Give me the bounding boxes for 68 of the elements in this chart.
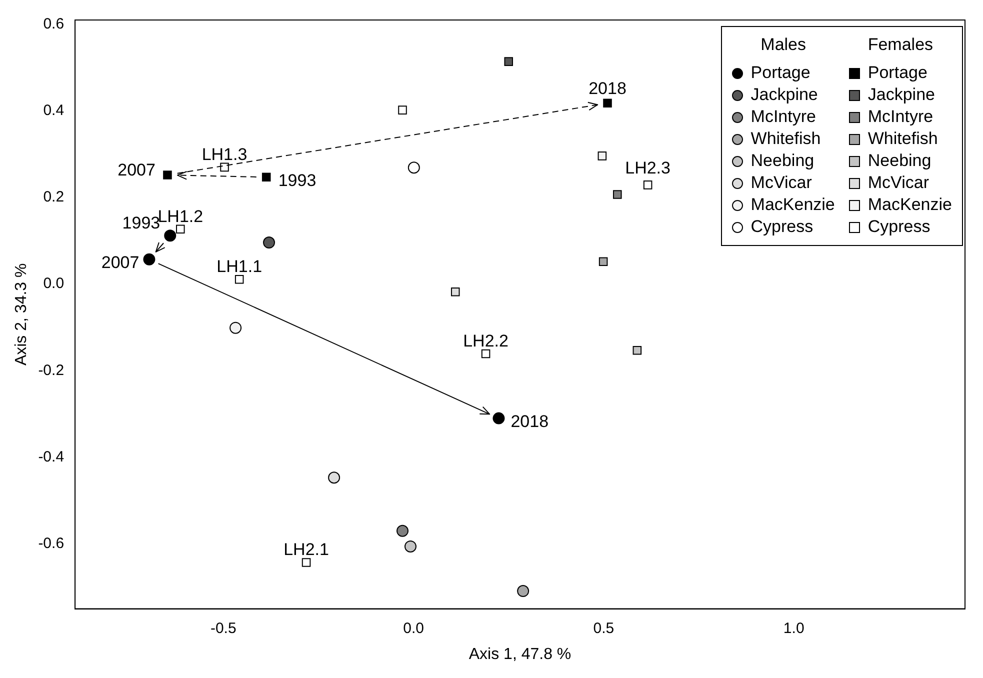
point [643, 180, 652, 190]
annotation: LH2.1 [284, 540, 329, 560]
point [396, 524, 409, 537]
legend-label: Jackpine [750, 85, 818, 105]
y-tick-label: 0.4 [43, 102, 64, 120]
point [263, 236, 276, 249]
legend-label: McVicar [868, 173, 929, 193]
x-axis-title: Axis 1, 47.8 % [468, 646, 572, 663]
legend-label: Cypress [868, 217, 930, 237]
annotation: Females [866, 35, 934, 55]
point [302, 558, 311, 567]
point [163, 170, 172, 180]
point [632, 346, 642, 355]
point [143, 253, 156, 266]
point [517, 585, 530, 598]
annotation: 2007 [118, 160, 156, 180]
legend-label: Whitefish [750, 129, 821, 149]
y-tick-label: 0.2 [43, 188, 64, 206]
point [504, 57, 514, 66]
point [328, 472, 340, 484]
point [164, 230, 176, 242]
point [492, 412, 505, 424]
annotation: LH1.1 [216, 257, 262, 276]
x-tick-label: -0.5 [210, 620, 236, 637]
legend-label: Neebing [750, 151, 814, 171]
point [398, 106, 407, 114]
annotation: LH2.2 [463, 331, 508, 350]
y-tick-label: -0.2 [38, 362, 64, 379]
y-tick-label: 0.6 [43, 15, 64, 32]
point [450, 288, 460, 296]
legend-label: Neebing [868, 151, 932, 171]
legend-label: Whitefish [868, 129, 938, 149]
annotation: LH2.3 [625, 158, 670, 178]
point [176, 224, 185, 234]
x-tick-label: 0.0 [403, 620, 424, 637]
y-tick-label: 0.0 [43, 275, 64, 292]
point [598, 152, 607, 160]
legend-label: Portage [868, 63, 928, 83]
legend-label: McIntyre [750, 107, 816, 127]
point [234, 274, 244, 284]
point [220, 162, 229, 172]
x-tick-label: 0.5 [593, 620, 614, 637]
point [603, 98, 612, 108]
annotation: 1993 [122, 213, 160, 232]
legend-label: Portage [750, 63, 810, 83]
point [404, 540, 416, 552]
point [230, 322, 242, 334]
y-tick-label: -0.4 [38, 448, 64, 466]
annotation: 2018 [588, 78, 626, 98]
annotation: LH1.3 [202, 144, 248, 164]
point [612, 190, 622, 199]
annotation: 2018 [510, 412, 549, 431]
point [598, 257, 608, 266]
point [408, 162, 420, 174]
legend-label: MacKenzie [868, 195, 952, 215]
legend-label: MacKenzie [750, 195, 835, 215]
y-tick-label: -0.6 [38, 535, 64, 552]
point [481, 349, 490, 358]
x-tick-label: 1.0 [783, 620, 804, 637]
y-axis-title: Axis 2, 34.3 % [13, 263, 30, 366]
legend-label: Jackpine [868, 85, 935, 105]
annotation: Males [760, 35, 808, 55]
legend-label: Cypress [750, 217, 814, 237]
annotation: 1993 [278, 170, 316, 190]
point [262, 172, 271, 182]
legend-label: McVicar [750, 173, 812, 193]
annotation: 2007 [101, 253, 140, 272]
legend-label: McIntyre [868, 107, 934, 127]
